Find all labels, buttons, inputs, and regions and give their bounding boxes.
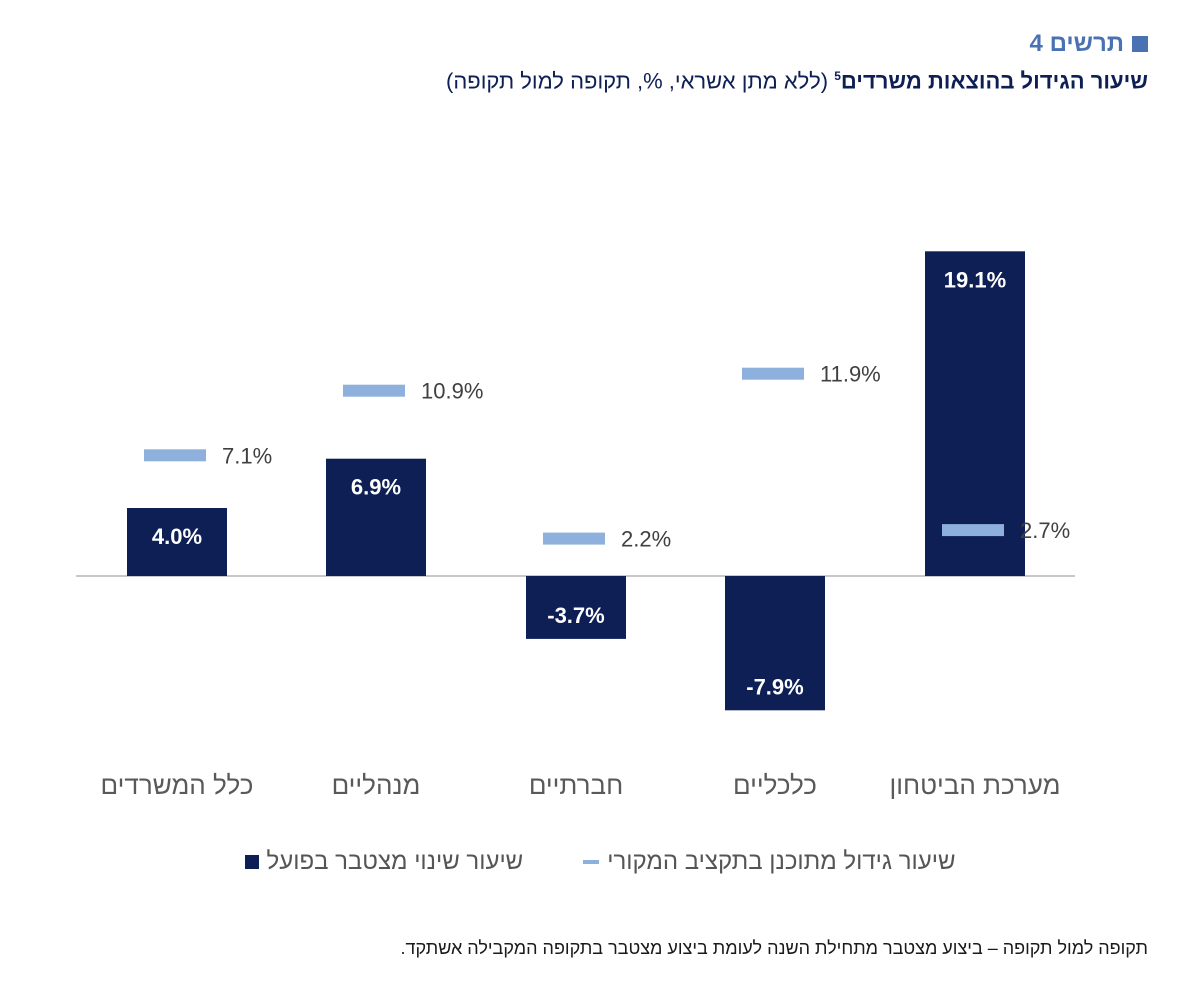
bar-actual [526,576,626,639]
category-label: מערכת הביטחון [889,770,1060,800]
bar-actual-label: -3.7% [547,603,604,628]
dash-planned-label: 2.2% [621,527,671,552]
category-label: כלכליים [733,770,817,800]
bar-actual [326,458,426,576]
chart-title-main: שיעור הגידול בהוצאות משרדים [840,68,1148,94]
chart-header: תרשים 4 שיעור הגידול בהוצאות משרדים5 (לל… [148,30,1148,95]
dash-planned-label: 10.9% [421,379,483,404]
chart-title: שיעור הגידול בהוצאות משרדים5 (ללא מתן אש… [148,62,1148,95]
square-swatch-icon [244,855,259,869]
footnote: תקופה למול תקופה – ביצוע מצטבר מתחילת הש… [400,938,1148,958]
bar-actual-label: 4.0% [152,524,202,549]
dash-planned [343,384,405,397]
bar-actual [725,576,825,711]
dash-swatch-icon [583,860,600,864]
figure-label-row: תרשים 4 [148,30,1148,58]
dash-planned-label: 7.1% [222,443,272,468]
dash-planned [742,367,804,380]
dash-planned [942,524,1004,537]
legend-actual-label: שיעור שינוי מצטבר בפועל [266,848,524,875]
square-bullet-icon [1132,36,1148,52]
dash-planned [543,532,605,545]
category-label: כלל המשרדים [101,770,254,800]
legend-planned-label: שיעור גידול מתוכנן בתקציב המקורי [607,848,956,875]
bar-actual-label: -7.9% [746,674,803,699]
bar-actual-label: 19.1% [944,267,1006,292]
category-label: חברתיים [529,770,623,800]
bar-actual [925,251,1025,577]
legend-item-planned: שיעור גידול מתוכנן בתקציב המקורי [583,848,955,876]
category-label: מנהליים [332,770,421,800]
bar-actual [127,508,227,576]
bar-actual-label: 6.9% [351,475,401,500]
footnote-ref: 5 [834,69,841,83]
chart-subtitle: (ללא מתן אשראי, %, תקופה למול תקופה) [446,68,835,94]
dash-planned-label: 2.7% [1020,518,1070,543]
dash-planned-label: 11.9% [820,362,881,387]
legend-item-actual: שיעור שינוי מצטבר בפועל [244,848,524,876]
figure-label: תרשים 4 [1029,30,1124,57]
chart-legend: שיעור גידול מתוכנן בתקציב המקורי שיעור ש… [0,848,1200,876]
dash-planned [144,449,206,462]
